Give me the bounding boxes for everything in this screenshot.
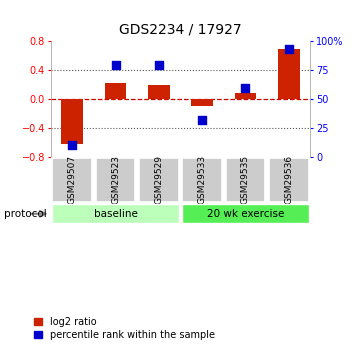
Bar: [61, 99, 83, 144]
Text: GDS2234 / 17927: GDS2234 / 17927: [119, 22, 242, 37]
Bar: [235, 93, 256, 99]
Text: GSM29535: GSM29535: [241, 155, 250, 204]
Text: protocol: protocol: [4, 209, 46, 219]
Bar: [139, 158, 179, 202]
Bar: [182, 158, 222, 202]
Text: baseline: baseline: [93, 209, 138, 219]
Bar: [191, 99, 213, 106]
Point: [243, 85, 248, 90]
Bar: [182, 204, 309, 223]
Point: [69, 143, 75, 148]
Point: [113, 62, 118, 67]
Text: GSM29523: GSM29523: [111, 155, 120, 204]
Bar: [52, 158, 92, 202]
Point: [199, 117, 205, 123]
Text: GSM29533: GSM29533: [198, 155, 206, 204]
Text: GSM29536: GSM29536: [284, 155, 293, 204]
Bar: [105, 83, 126, 99]
Bar: [52, 204, 179, 223]
Bar: [226, 158, 265, 202]
Bar: [148, 85, 170, 99]
Text: GSM29529: GSM29529: [155, 155, 163, 204]
Text: 20 wk exercise: 20 wk exercise: [207, 209, 284, 219]
Point: [156, 62, 162, 67]
Bar: [278, 49, 300, 99]
Text: GSM29507: GSM29507: [68, 155, 77, 204]
Legend: log2 ratio, percentile rank within the sample: log2 ratio, percentile rank within the s…: [34, 317, 215, 340]
Point: [286, 47, 292, 52]
Bar: [269, 158, 309, 202]
Bar: [96, 158, 135, 202]
